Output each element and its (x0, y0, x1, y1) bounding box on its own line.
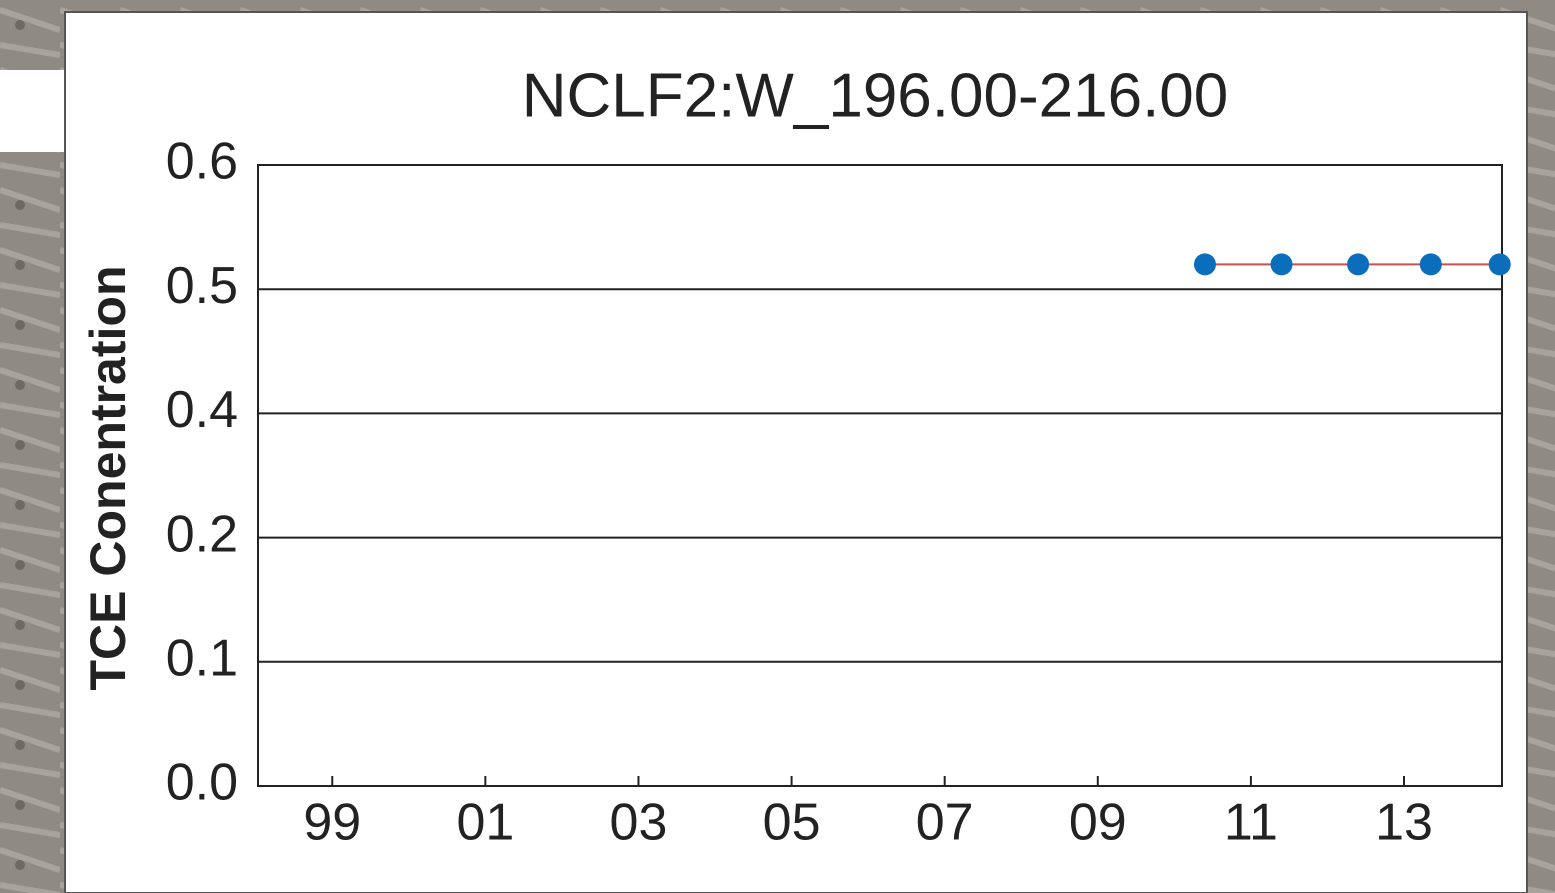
chart-title: NCLF2:W_196.00-216.00 (522, 61, 1229, 130)
x-tick-label: 99 (303, 794, 361, 852)
y-tick-label: 0.6 (166, 133, 238, 191)
data-point (1419, 253, 1442, 276)
x-tick-label: 01 (456, 794, 514, 852)
y-tick-label: 0.5 (166, 257, 238, 315)
chart-panel (64, 11, 1528, 893)
x-tick-label: 07 (916, 794, 974, 852)
data-point (1270, 253, 1293, 276)
y-tick-label: 0.4 (166, 381, 238, 439)
y-tick-label: 0.2 (166, 505, 238, 563)
x-tick-label: 13 (1375, 794, 1433, 852)
y-axis-label: TCE Conentration (80, 266, 136, 691)
x-tick-label: 09 (1069, 794, 1127, 852)
y-tick-label: 0.1 (166, 630, 238, 688)
data-point (1193, 253, 1216, 276)
data-point (1347, 253, 1370, 276)
x-tick-label: 03 (610, 794, 668, 852)
x-tick-label: 11 (1224, 794, 1278, 852)
data-point (1488, 253, 1511, 276)
y-tick-label: 0.0 (166, 754, 238, 812)
x-tick-label: 05 (763, 794, 821, 852)
side-panel (0, 70, 70, 152)
